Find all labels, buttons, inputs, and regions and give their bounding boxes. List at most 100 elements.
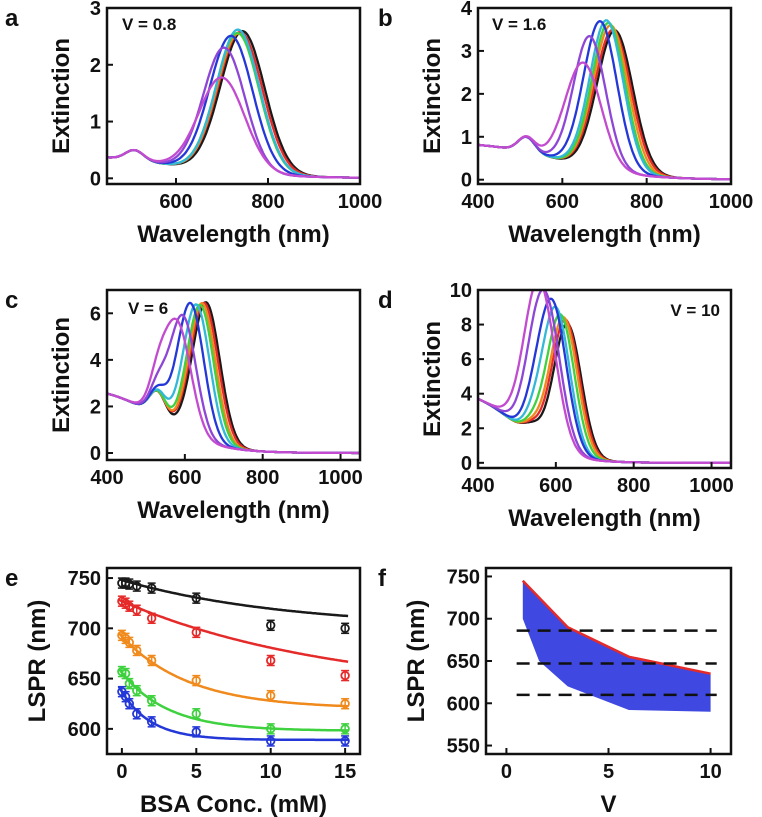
y-tick-label: 2 — [90, 396, 101, 418]
y-tick-label: 750 — [68, 568, 101, 590]
series-group — [478, 290, 731, 464]
series-line-orange — [478, 315, 731, 464]
data-point-blue — [340, 736, 350, 746]
data-point-red — [266, 655, 276, 666]
panel-a: 600 800 1000 0 1 2 3 Wavelength (nm) Extinction a… — [5, 0, 382, 248]
series-line-red — [478, 318, 731, 464]
y-axis-label: Extinction — [419, 38, 446, 154]
x-tick-label: 15 — [334, 761, 356, 783]
y-tick-label: 4 — [461, 384, 473, 406]
x-axis-label: Wavelength (nm) — [137, 497, 329, 524]
y-tick-label: 1 — [90, 112, 101, 134]
panel-letter: f — [378, 565, 387, 592]
series-line-green — [478, 312, 731, 464]
data-point-black — [266, 620, 276, 631]
y-axis-label: Extinction — [48, 317, 75, 433]
plot-frame — [105, 6, 362, 186]
data-point-red — [132, 605, 142, 615]
series-line-black — [478, 29, 731, 181]
y-axis-label: LSPR (nm) — [24, 600, 51, 723]
y-tick-label: 550 — [447, 736, 480, 758]
y-tick-label: 4 — [90, 350, 102, 372]
y-tick-label: 0 — [90, 443, 101, 465]
x-tick-label: 600 — [159, 191, 192, 213]
fit-line-green — [117, 667, 349, 732]
data-point-black — [340, 623, 350, 634]
fit-line-blue — [117, 685, 349, 742]
x-axis-label: Wavelength (nm) — [508, 221, 700, 248]
x-tick-label: 0 — [501, 761, 512, 783]
panel-f: 0 5 10 550 600 650 700 750 V LSPR (nm) f — [378, 565, 733, 817]
y-tick-label: 750 — [447, 566, 480, 588]
data-point-blue — [124, 699, 135, 709]
panel-e: 0 5 10 15 600 650 700 750 BSA Conc. (mM) LSPR (nm… — [5, 565, 362, 817]
v-annotation: V = 10 — [670, 301, 720, 320]
y-tick-label: 700 — [68, 618, 101, 640]
data-point-green — [132, 685, 142, 696]
x-tick-label: 800 — [630, 191, 663, 213]
series-group — [478, 19, 731, 181]
data-point-orange — [146, 655, 157, 666]
x-tick-label: 1000 — [338, 191, 383, 213]
y-tick-label: 700 — [447, 609, 480, 631]
y-tick-label: 2 — [90, 55, 101, 77]
x-axis-label: V — [600, 791, 616, 817]
v-annotation: V = 1.6 — [492, 15, 546, 34]
y-axis-label: Extinction — [48, 38, 75, 154]
series-line-violet — [478, 34, 731, 181]
fit-line-orange — [117, 632, 349, 708]
y-tick-label: 0 — [461, 453, 472, 475]
y-tick-label: 6 — [90, 303, 101, 325]
x-tick-label: 800 — [251, 191, 284, 213]
v-annotation: V = 6 — [128, 299, 168, 318]
series-group — [107, 301, 360, 455]
x-tick-label: 1000 — [689, 475, 734, 497]
data-point-blue — [146, 717, 157, 727]
x-tick-label: 400 — [90, 467, 123, 489]
y-tick-label: 650 — [68, 669, 101, 691]
x-tick-label: 400 — [461, 191, 494, 213]
panel-letter: e — [5, 565, 18, 592]
lspr-range-area — [522, 580, 711, 712]
y-tick-label: 0 — [90, 168, 101, 190]
y-tick-label: 3 — [90, 0, 101, 20]
series-line-magenta — [478, 290, 731, 464]
y-axis-label: LSPR (nm) — [403, 600, 430, 723]
x-tick-label: 800 — [617, 475, 650, 497]
y-tick-label: 1 — [461, 127, 472, 149]
data-point-orange — [266, 690, 276, 701]
data-point-red — [146, 613, 157, 623]
series-line-black — [478, 322, 731, 464]
data-point-green — [340, 724, 350, 734]
data-point-green — [266, 724, 276, 734]
data-point-orange — [132, 645, 142, 656]
panel-letter: c — [5, 287, 18, 314]
data-point-green — [120, 668, 131, 679]
x-tick-label: 0 — [116, 761, 127, 783]
x-tick-label: 600 — [539, 475, 572, 497]
x-tick-label: 1000 — [318, 467, 363, 489]
plot-frame — [105, 566, 362, 756]
series-line-magenta — [107, 76, 360, 179]
x-axis-label: Wavelength (nm) — [137, 221, 329, 248]
x-tick-label: 1000 — [709, 191, 754, 213]
x-tick-label: 5 — [191, 761, 202, 783]
x-tick-label: 400 — [461, 475, 494, 497]
y-tick-label: 650 — [447, 651, 480, 673]
y-tick-label: 2 — [461, 84, 472, 106]
data-point-black — [132, 581, 142, 591]
data-point-red — [340, 670, 350, 681]
plot-frame — [105, 288, 362, 462]
data-point-blue — [266, 736, 276, 746]
data-point-green — [124, 678, 135, 689]
x-tick-label: 600 — [546, 191, 579, 213]
series-line-red — [107, 301, 360, 455]
panel-c: 400 600 800 1000 0 2 4 6 Wavelength (nm) Extincti… — [5, 287, 363, 524]
data-point-red — [124, 601, 135, 611]
x-axis-label: BSA Conc. (mM) — [140, 791, 327, 817]
x-tick-label: 10 — [699, 761, 721, 783]
y-tick-label: 3 — [461, 41, 472, 63]
y-tick-label: 0 — [461, 170, 472, 192]
data-point-orange — [340, 699, 350, 709]
